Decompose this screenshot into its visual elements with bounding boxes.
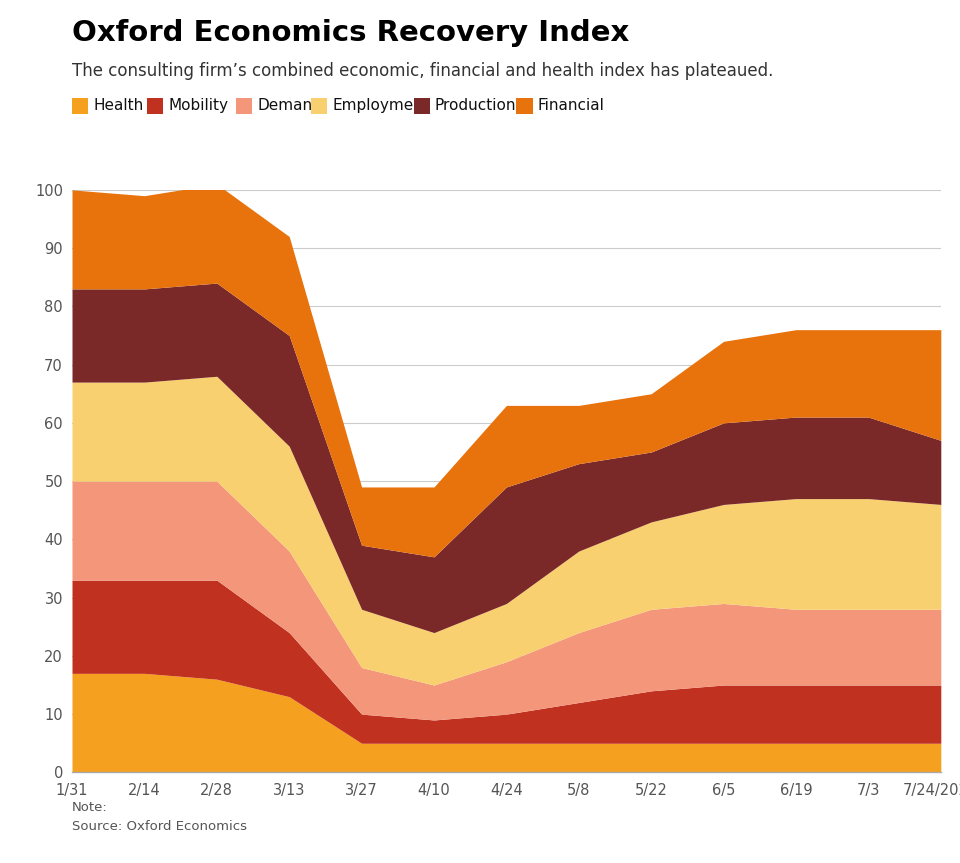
Text: Production: Production bbox=[435, 98, 516, 113]
Text: Mobility: Mobility bbox=[168, 98, 228, 113]
Text: Oxford Economics Recovery Index: Oxford Economics Recovery Index bbox=[72, 19, 629, 47]
Text: The consulting firm’s combined economic, financial and health index has plateaue: The consulting firm’s combined economic,… bbox=[72, 62, 774, 80]
Text: Source: Oxford Economics: Source: Oxford Economics bbox=[72, 820, 247, 833]
Text: Health: Health bbox=[93, 98, 143, 113]
Text: Demand: Demand bbox=[257, 98, 322, 113]
Text: Employment: Employment bbox=[332, 98, 429, 113]
Text: Note:: Note: bbox=[72, 801, 108, 814]
Text: Financial: Financial bbox=[538, 98, 605, 113]
